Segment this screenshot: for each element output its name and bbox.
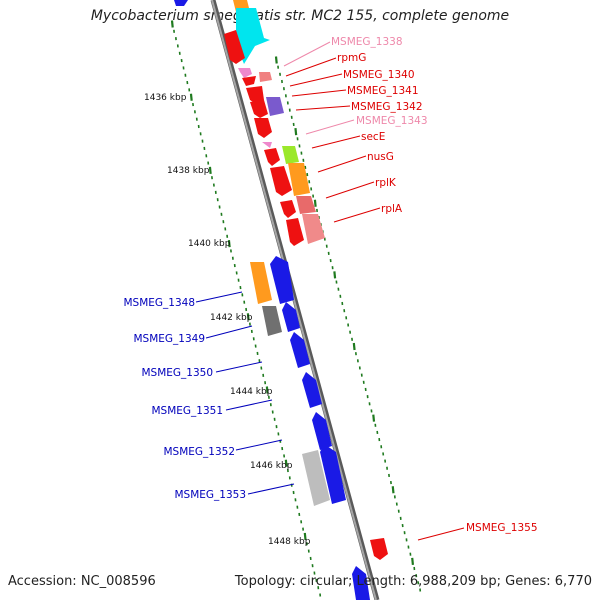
tick-mark <box>227 240 231 248</box>
tick-guides <box>170 20 422 597</box>
tick-mark <box>189 93 193 101</box>
gene-msmeg-1351-cds[interactable] <box>302 372 322 408</box>
reverse-gene-labels: MSMEG_1348 MSMEG_1349 MSMEG_1350 MSMEG_1… <box>123 297 246 501</box>
gene-label-msmeg-1352[interactable]: MSMEG_1352 <box>163 446 235 458</box>
genome-summary-text: Topology: circular; Length: 6,988,209 bp… <box>234 574 592 589</box>
gene-msmeg-1349-cds[interactable] <box>282 302 300 332</box>
gene-rpmg-cds[interactable] <box>259 72 272 82</box>
gene-label-nusg[interactable]: nusG <box>367 151 394 163</box>
gene-label-msmeg-1343[interactable]: MSMEG_1343 <box>356 115 428 127</box>
gene-label-msmeg-1353[interactable]: MSMEG_1353 <box>174 489 246 501</box>
tick-mark <box>208 166 212 175</box>
gene-msmeg-1342-cds[interactable] <box>250 100 268 118</box>
gene-msmeg-1352-cds[interactable] <box>312 412 332 450</box>
gene-rplA-cds[interactable] <box>302 214 325 244</box>
gene-label-sece[interactable]: secE <box>361 131 385 143</box>
tick-mark <box>391 486 395 494</box>
gene-label-msmeg-1349[interactable]: MSMEG_1349 <box>133 333 205 345</box>
tick-mark <box>274 56 278 64</box>
gene-msmeg-1352-rna[interactable] <box>302 450 330 506</box>
kbp-label: 1446 kbp <box>250 461 293 471</box>
gene-msmeg-1341-cds[interactable] <box>246 86 264 104</box>
gene-msmeg-1348-cds[interactable] <box>270 256 294 304</box>
gene-bottom-blue-partial[interactable] <box>352 566 370 600</box>
gene-rplK-cds[interactable] <box>296 196 316 214</box>
gene-small-arrow-1[interactable] <box>242 76 256 86</box>
forward-gene-labels: MSMEG_1338 rpmG MSMEG_1340 MSMEG_1341 MS… <box>331 36 538 534</box>
gene-label-msmeg-1351[interactable]: MSMEG_1351 <box>151 405 223 417</box>
reverse-leader-lines <box>195 291 295 495</box>
tick-mark <box>265 386 269 394</box>
map-title: Mycobacterium smegmatis str. MC2 155, co… <box>90 8 510 24</box>
reverse-strand-genes <box>174 0 370 600</box>
gene-msmeg-1337-cds[interactable] <box>224 30 245 64</box>
kbp-label: 1440 kbp <box>188 239 231 249</box>
gene-nusG-cds[interactable] <box>288 163 310 196</box>
tick-mark <box>294 128 298 136</box>
forward-strand-genes <box>224 0 388 560</box>
gene-top-blue-partial[interactable] <box>174 0 188 6</box>
gene-label-rpmg[interactable]: rpmG <box>337 52 366 64</box>
gene-label-rpla[interactable]: rplA <box>381 203 403 215</box>
gene-label-rplk[interactable]: rplK <box>375 177 397 189</box>
tick-mark <box>372 414 376 422</box>
tick-mark <box>411 557 415 565</box>
gene-nusg-arrow[interactable] <box>270 166 292 196</box>
kbp-label: 1448 kbp <box>268 537 311 547</box>
kbp-label: 1442 kbp <box>210 313 253 323</box>
tick-mark <box>333 271 337 279</box>
kbp-label: 1444 kbp <box>230 387 273 397</box>
gene-label-msmeg-1348[interactable]: MSMEG_1348 <box>123 297 195 309</box>
tick-mark <box>352 342 356 351</box>
tick-mark <box>313 199 317 207</box>
gene-rpla-arrow[interactable] <box>286 218 304 246</box>
gene-msmeg-1348-rna[interactable] <box>250 262 272 304</box>
gene-label-msmeg-1355[interactable]: MSMEG_1355 <box>466 522 538 534</box>
gene-msmeg-1350-cds[interactable] <box>290 332 310 368</box>
gene-secE-cds[interactable] <box>282 146 299 164</box>
gene-label-msmeg-1350[interactable]: MSMEG_1350 <box>141 367 213 379</box>
gene-msmeg-1353-cds[interactable] <box>320 444 346 504</box>
gene-label-msmeg-1340[interactable]: MSMEG_1340 <box>343 69 415 81</box>
gene-msmeg-1355-cds[interactable] <box>370 538 388 560</box>
gene-small-pink-arrow[interactable] <box>262 142 272 148</box>
gene-sece-arrow[interactable] <box>264 148 280 166</box>
gene-label-msmeg-1341[interactable]: MSMEG_1341 <box>347 85 419 97</box>
gene-msmeg-1339-cds[interactable] <box>238 68 252 78</box>
tick-mark <box>170 20 174 28</box>
tick-mark <box>303 532 307 541</box>
accession-text: Accession: NC_008596 <box>8 574 156 589</box>
gene-rplk-arrow[interactable] <box>280 200 296 218</box>
gene-label-msmeg-1342[interactable]: MSMEG_1342 <box>351 101 423 113</box>
gene-msmeg-1343-cds[interactable] <box>254 118 272 138</box>
tick-mark <box>246 313 250 321</box>
gene-msmeg-1340-cds[interactable] <box>266 97 284 116</box>
tick-mark <box>284 459 288 467</box>
kbp-label: 1436 kbp <box>144 93 187 103</box>
forward-leader-lines <box>283 41 465 541</box>
kbp-axis-labels: 1436 kbp 1438 kbp 1440 kbp 1442 kbp 1444… <box>144 93 311 547</box>
gene-msmeg-1338-cds[interactable] <box>236 8 270 64</box>
kbp-label: 1438 kbp <box>167 166 210 176</box>
gene-label-msmeg-1338[interactable]: MSMEG_1338 <box>331 36 403 48</box>
gene-msmeg-1349-rna[interactable] <box>262 306 282 336</box>
